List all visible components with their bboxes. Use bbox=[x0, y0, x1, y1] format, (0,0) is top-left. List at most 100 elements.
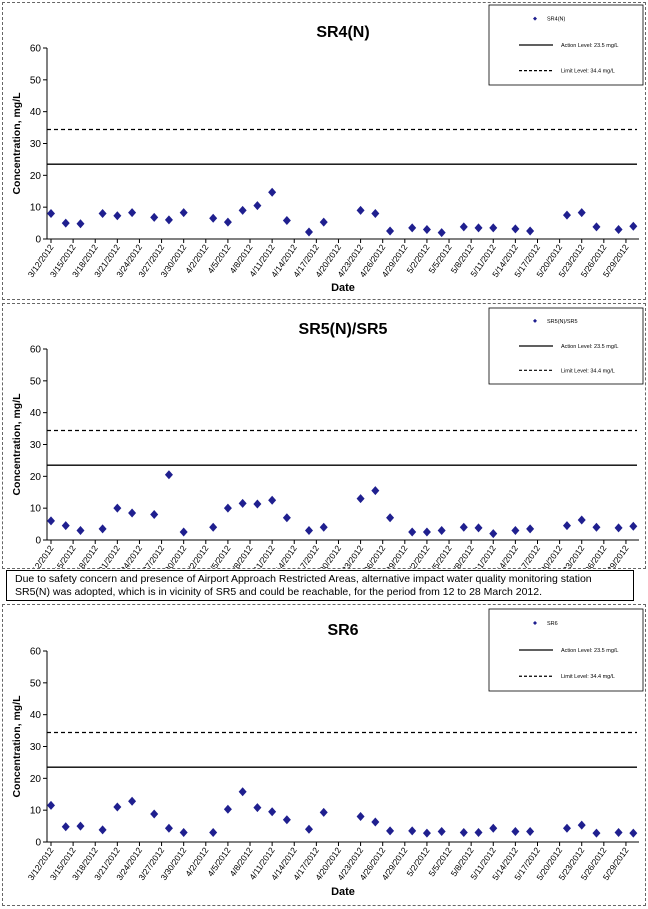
data-point bbox=[319, 807, 328, 817]
y-tick-label: 20 bbox=[30, 472, 42, 483]
legend-marker bbox=[533, 620, 537, 625]
data-point bbox=[474, 223, 483, 233]
chart-sr5: SR5(N)/SR5 0 10 20 30 40 50 60 Concentration, mg… bbox=[11, 307, 644, 568]
data-point bbox=[238, 498, 247, 508]
data-point bbox=[511, 826, 520, 836]
data-point bbox=[629, 221, 638, 231]
chart-panel-sr5: SR5(N)/SR5 0 10 20 30 40 50 60 Concentration, mg… bbox=[2, 303, 646, 569]
data-point bbox=[422, 224, 431, 234]
data-point bbox=[164, 470, 173, 480]
data-point bbox=[489, 223, 498, 233]
data-point bbox=[304, 824, 313, 834]
y-tick-label: 10 bbox=[30, 203, 42, 214]
data-point bbox=[150, 510, 159, 520]
data-point bbox=[128, 208, 137, 218]
y-axis-label: Concentration, mg/L bbox=[11, 695, 23, 798]
x-tick-label: 5/5/2012 bbox=[427, 543, 454, 568]
data-point bbox=[629, 828, 638, 838]
data-point bbox=[526, 524, 535, 534]
data-point bbox=[164, 215, 173, 225]
data-point bbox=[459, 222, 468, 232]
data-point bbox=[253, 499, 262, 509]
data-point bbox=[614, 827, 623, 837]
data-point bbox=[459, 827, 468, 837]
data-point bbox=[386, 826, 395, 836]
y-tick-label: 40 bbox=[30, 710, 42, 721]
data-point bbox=[437, 228, 446, 238]
data-point bbox=[238, 787, 247, 797]
x-axis-label: Date bbox=[331, 282, 355, 294]
data-point bbox=[592, 828, 601, 838]
y-tick-label: 30 bbox=[30, 139, 42, 150]
data-point bbox=[562, 823, 571, 833]
chart-title: SR6 bbox=[327, 622, 358, 639]
data-point bbox=[209, 213, 218, 223]
data-point bbox=[98, 209, 107, 219]
data-point bbox=[253, 201, 262, 211]
x-tick-label: 4/5/2012 bbox=[205, 543, 232, 568]
data-point bbox=[489, 529, 498, 539]
data-point bbox=[47, 800, 55, 810]
data-point bbox=[489, 823, 498, 833]
x-tick-label: 4/2/2012 bbox=[183, 543, 210, 568]
data-point bbox=[47, 209, 55, 219]
legend-box bbox=[488, 307, 644, 385]
x-tick-label: 3/12/2012 bbox=[26, 543, 56, 568]
data-point bbox=[268, 187, 277, 197]
data-point bbox=[511, 525, 520, 535]
y-tick-label: 60 bbox=[30, 647, 42, 658]
data-point bbox=[268, 495, 277, 505]
legend-label: Action Level: 23.5 mg/L bbox=[561, 648, 618, 654]
data-point bbox=[61, 822, 70, 832]
data-point bbox=[526, 226, 535, 236]
data-point bbox=[113, 802, 122, 812]
data-point bbox=[209, 827, 218, 837]
y-tick-label: 0 bbox=[35, 838, 41, 849]
legend-label: SR6 bbox=[547, 621, 558, 627]
y-axis-label: Concentration, mg/L bbox=[11, 393, 23, 496]
legend: SR6 Action Level: 23.5 mg/L Limit Level: 3… bbox=[488, 608, 644, 692]
data-point bbox=[223, 217, 232, 227]
x-tick-label: 5/11/2012 bbox=[468, 543, 498, 568]
y-tick-label: 30 bbox=[30, 440, 42, 451]
legend-label: Limit Level: 34.4 mg/L bbox=[561, 69, 615, 75]
data-point bbox=[76, 821, 85, 831]
data-point bbox=[113, 211, 122, 221]
data-point bbox=[150, 809, 159, 819]
legend-marker bbox=[533, 318, 537, 323]
data-point bbox=[408, 826, 417, 836]
data-point bbox=[164, 823, 173, 833]
note-box: Due to safety concern and presence of Ai… bbox=[6, 570, 634, 601]
data-point bbox=[459, 522, 468, 532]
data-point bbox=[76, 219, 85, 229]
legend: SR5(N)/SR5 Action Level: 23.5 mg/L Limit L… bbox=[488, 307, 644, 385]
data-point bbox=[562, 521, 571, 531]
legend-label: Action Level: 23.5 mg/L bbox=[561, 344, 618, 350]
data-point bbox=[319, 522, 328, 532]
data-point bbox=[128, 796, 137, 806]
y-tick-label: 60 bbox=[30, 44, 42, 55]
data-point bbox=[371, 486, 380, 496]
data-point bbox=[356, 812, 365, 822]
data-point bbox=[437, 525, 446, 535]
y-axis-label: Concentration, mg/L bbox=[11, 92, 23, 195]
y-tick-label: 10 bbox=[30, 504, 42, 515]
y-tick-label: 50 bbox=[30, 376, 42, 387]
data-point bbox=[47, 516, 55, 526]
y-tick-label: 0 bbox=[35, 235, 41, 246]
data-point bbox=[98, 524, 107, 534]
chart-title: SR5(N)/SR5 bbox=[299, 321, 388, 338]
y-tick-label: 50 bbox=[30, 678, 42, 689]
legend-label: Limit Level: 34.4 mg/L bbox=[561, 674, 615, 680]
data-point bbox=[179, 527, 188, 537]
data-point bbox=[474, 827, 483, 837]
data-point bbox=[422, 828, 431, 838]
data-point bbox=[592, 222, 601, 232]
y-tick-label: 40 bbox=[30, 107, 42, 118]
x-axis-label: Date bbox=[331, 886, 355, 898]
data-point bbox=[511, 224, 520, 234]
data-point bbox=[238, 205, 247, 215]
data-point bbox=[422, 527, 431, 537]
legend-label: SR5(N)/SR5 bbox=[547, 319, 578, 325]
y-tick-label: 10 bbox=[30, 806, 42, 817]
